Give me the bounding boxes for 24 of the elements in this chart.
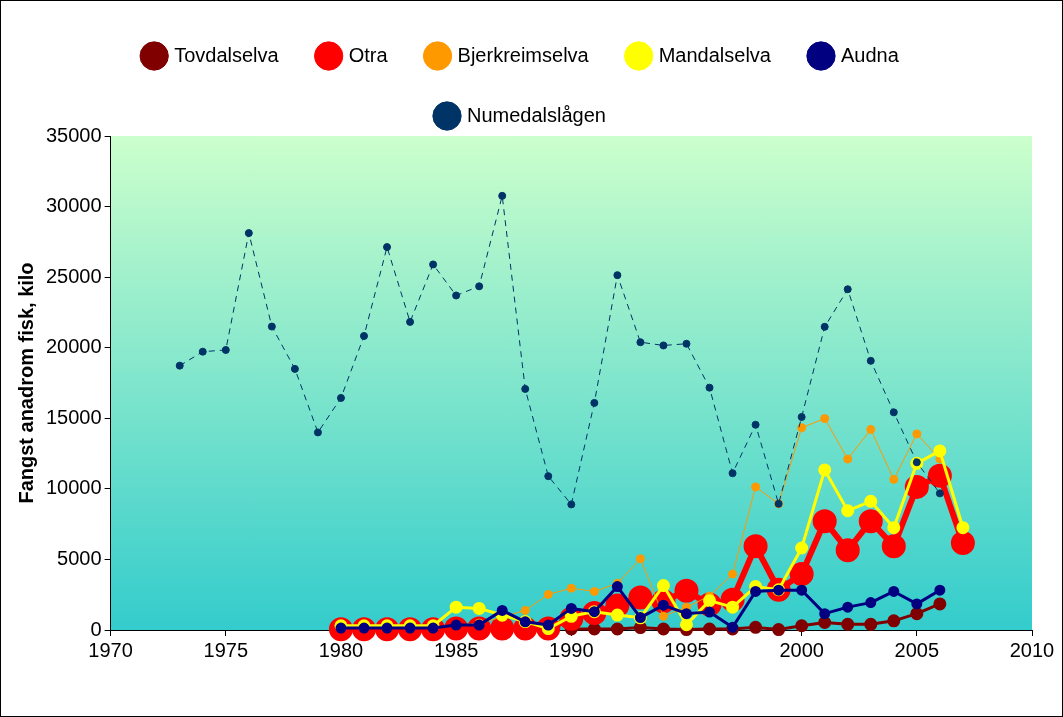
y-tick-label: 15000 (45, 405, 102, 428)
x-tick-label: 1975 (203, 638, 249, 661)
y-axis-title: Fangst anadrom fisk, kilo (14, 262, 37, 504)
y-tick-label: 20000 (45, 335, 102, 358)
legend-label: Audna (841, 43, 900, 66)
x-tick-label: 1970 (88, 638, 133, 661)
x-tick-label: 2000 (779, 638, 824, 661)
y-tick-label: 30000 (45, 194, 102, 217)
x-tick-label: 2010 (1009, 638, 1055, 661)
y-tick-label: 35000 (45, 123, 102, 146)
legend-label: Otra (348, 43, 389, 66)
legend-label: Numedalslågen (467, 103, 606, 126)
y-tick-label: 0 (90, 617, 102, 640)
x-tick-label: 1995 (664, 638, 709, 661)
y-tick-label: 5000 (57, 546, 102, 569)
x-tick-label: 1985 (433, 638, 479, 661)
x-tick-label: 1990 (549, 638, 594, 661)
legend-label: Tovdalselva (174, 43, 280, 66)
y-tick-label: 10000 (45, 476, 102, 499)
legend-label: Mandalselva (658, 43, 772, 66)
x-tick-label: 1980 (318, 638, 364, 661)
y-tick-label: 25000 (45, 264, 102, 287)
x-tick-label: 2005 (894, 638, 940, 661)
legend-label: Bjerkreimselva (457, 43, 590, 66)
